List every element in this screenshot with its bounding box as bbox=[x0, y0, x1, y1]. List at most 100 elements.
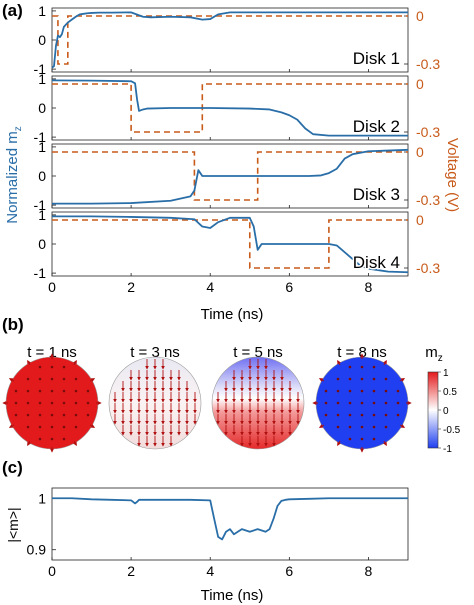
edge-arrow bbox=[383, 359, 387, 366]
edge-arrow bbox=[337, 359, 341, 366]
colorbar-tick-label: -0.5 bbox=[443, 425, 461, 436]
moment-dot bbox=[384, 425, 388, 429]
left-tick-label: 0 bbox=[38, 168, 46, 184]
mz-series-disk-2 bbox=[51, 79, 408, 137]
edge-arrow bbox=[318, 424, 325, 428]
moment-dot bbox=[372, 401, 376, 405]
moment-dot bbox=[372, 377, 376, 381]
disk-label: Disk 4 bbox=[353, 253, 400, 272]
c-y-axis-label: |<m>| bbox=[5, 507, 21, 542]
c-y-tick-label: 1 bbox=[38, 490, 46, 506]
moment-dot bbox=[62, 365, 66, 369]
right-axis-label: Voltage (V) bbox=[444, 138, 461, 212]
moment-dot bbox=[50, 425, 54, 429]
moment-dot bbox=[26, 401, 30, 405]
moment-dot bbox=[74, 377, 78, 381]
edge-arrow bbox=[27, 359, 31, 366]
moment-dot bbox=[38, 389, 42, 393]
x-tick-label: 6 bbox=[285, 279, 293, 295]
moment-dot bbox=[74, 425, 78, 429]
edge-arrow bbox=[73, 359, 77, 366]
left-tick-label: -1 bbox=[34, 197, 47, 213]
moment-dot bbox=[372, 389, 376, 393]
left-axis-label: Normalized mz bbox=[4, 126, 24, 224]
snapshot-2: t = 3 ns bbox=[108, 344, 202, 450]
moment-dot bbox=[396, 413, 400, 417]
moment-dot bbox=[384, 401, 388, 405]
moment-dot bbox=[74, 401, 78, 405]
voltage-series-disk-2 bbox=[52, 83, 408, 133]
right-tick-label: -0.3 bbox=[416, 192, 440, 208]
mz-series-disk-4 bbox=[52, 215, 409, 274]
x-tick-label: 4 bbox=[206, 279, 214, 295]
moment-dot bbox=[396, 389, 400, 393]
snapshot-4: t = 8 ns bbox=[312, 344, 412, 453]
moment-dot bbox=[360, 425, 364, 429]
edge-arrow bbox=[89, 424, 96, 428]
panel-b: (b) t = 1 ns t = 3 ns t = 5 ns t = 8 ns mz … bbox=[2, 315, 461, 455]
x-tick-label: 2 bbox=[127, 279, 135, 295]
left-tick-label: -1 bbox=[34, 129, 47, 145]
moment-dot bbox=[38, 377, 42, 381]
right-tick-label: 0 bbox=[416, 8, 424, 24]
moment-dot bbox=[62, 413, 66, 417]
right-tick-label: 0 bbox=[416, 76, 424, 92]
moment-dot bbox=[14, 401, 18, 405]
c-y-tick-label: 0.9 bbox=[27, 542, 47, 558]
c-x-tick-label: 4 bbox=[206, 563, 214, 579]
voltage-series-disk-1 bbox=[52, 15, 408, 65]
moment-dot bbox=[38, 437, 42, 441]
voltage-series-disk-3 bbox=[52, 151, 408, 201]
moment-dot bbox=[50, 377, 54, 381]
moment-dot bbox=[336, 389, 340, 393]
mz-series-disk-1 bbox=[51, 11, 408, 69]
x-tick-label: 0 bbox=[48, 279, 56, 295]
moment-dot bbox=[14, 389, 18, 393]
moment-dot bbox=[38, 401, 42, 405]
moment-dot bbox=[14, 413, 18, 417]
moment-dot bbox=[348, 425, 352, 429]
moment-dot bbox=[26, 425, 30, 429]
mz-series-disk-3 bbox=[52, 148, 409, 205]
edge-arrow bbox=[399, 378, 406, 382]
left-tick-label: 1 bbox=[38, 207, 46, 223]
right-tick-label: -0.3 bbox=[416, 260, 440, 276]
moment-dot bbox=[38, 365, 42, 369]
left-tick-label: 0 bbox=[38, 100, 46, 116]
moment-dot bbox=[348, 437, 352, 441]
moment-dot bbox=[86, 389, 90, 393]
moment-dot bbox=[372, 437, 376, 441]
moment-dot bbox=[74, 413, 78, 417]
moment-dot bbox=[372, 425, 376, 429]
voltage-series-disk-4 bbox=[52, 219, 408, 269]
moment-dot bbox=[360, 437, 364, 441]
moment-dot bbox=[38, 413, 42, 417]
disk-label: Disk 1 bbox=[353, 49, 400, 68]
subplot-disk-3: 1 0 -1 0 -0.3 Disk 3 bbox=[34, 139, 441, 213]
moment-dot bbox=[50, 437, 54, 441]
moment-dot bbox=[348, 365, 352, 369]
panel-label-a: (a) bbox=[2, 1, 23, 20]
edge-arrow bbox=[383, 440, 387, 447]
x-tick-label: 8 bbox=[365, 279, 373, 295]
moment-dot bbox=[360, 365, 364, 369]
moment-dot bbox=[384, 389, 388, 393]
panel-c: (c) |<m>| Time (ns) 1 0.90 2 4 6 8 bbox=[2, 458, 409, 604]
edge-arrow bbox=[399, 424, 406, 428]
edge-arrow bbox=[27, 440, 31, 447]
label-subscript: z bbox=[13, 126, 24, 131]
left-tick-label: 1 bbox=[38, 139, 46, 155]
c-x-tick-label: 2 bbox=[127, 563, 135, 579]
moment-dot bbox=[74, 389, 78, 393]
snapshot-title: t = 5 ns bbox=[233, 344, 283, 361]
edge-arrow bbox=[89, 378, 96, 382]
panel-label-b: (b) bbox=[2, 315, 24, 334]
moment-dot bbox=[348, 377, 352, 381]
moment-dot bbox=[50, 365, 54, 369]
moment-dot bbox=[360, 413, 364, 417]
moment-dot bbox=[86, 401, 90, 405]
left-tick-label: 0 bbox=[38, 236, 46, 252]
disk-label: Disk 3 bbox=[353, 185, 400, 204]
subplot-disk-4: 1 0 -1 0 -0.3 Disk 4 bbox=[34, 207, 441, 281]
moment-dot bbox=[62, 437, 66, 441]
